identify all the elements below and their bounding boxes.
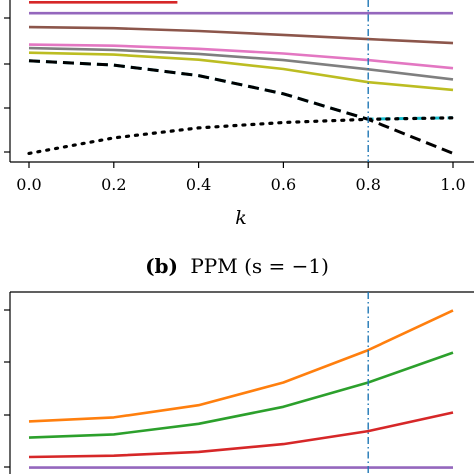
top-x-ticks: 0.0 0.2 0.4 0.6 0.8 1.0: [16, 162, 466, 194]
series-line: [28, 46, 454, 81]
x-tick-label: 0.8: [355, 175, 380, 194]
top-y-ticks: [4, 17, 10, 153]
series-line: [27, 116, 455, 155]
panel-title: PPM (s = −1): [190, 254, 329, 278]
series-line: [28, 59, 454, 155]
series-line: [28, 25, 454, 45]
top-x-axis-label: k: [235, 207, 247, 229]
panel-letter: (b): [145, 254, 178, 278]
top-series: [27, 0, 455, 162]
bottom-y-ticks: [4, 309, 10, 468]
x-tick-label: 0.2: [101, 175, 126, 194]
x-tick-label: 0.0: [16, 175, 41, 194]
x-tick-label: 0.6: [271, 175, 296, 194]
x-tick-label: 1.0: [440, 175, 465, 194]
series-line: [28, 43, 454, 70]
series-line: [28, 351, 454, 439]
series-line: [28, 309, 454, 423]
series-line: [28, 59, 454, 121]
top-panel: 0.0 0.2 0.4 0.6 0.8 1.0 k: [4, 0, 474, 229]
series-line: [28, 51, 454, 92]
bottom-panel-title: (b) PPM (s = −1): [145, 254, 329, 278]
x-tick-label: 0.4: [186, 175, 211, 194]
series-line: [28, 411, 454, 459]
bottom-panel: [4, 291, 474, 474]
bottom-series: [28, 292, 454, 474]
